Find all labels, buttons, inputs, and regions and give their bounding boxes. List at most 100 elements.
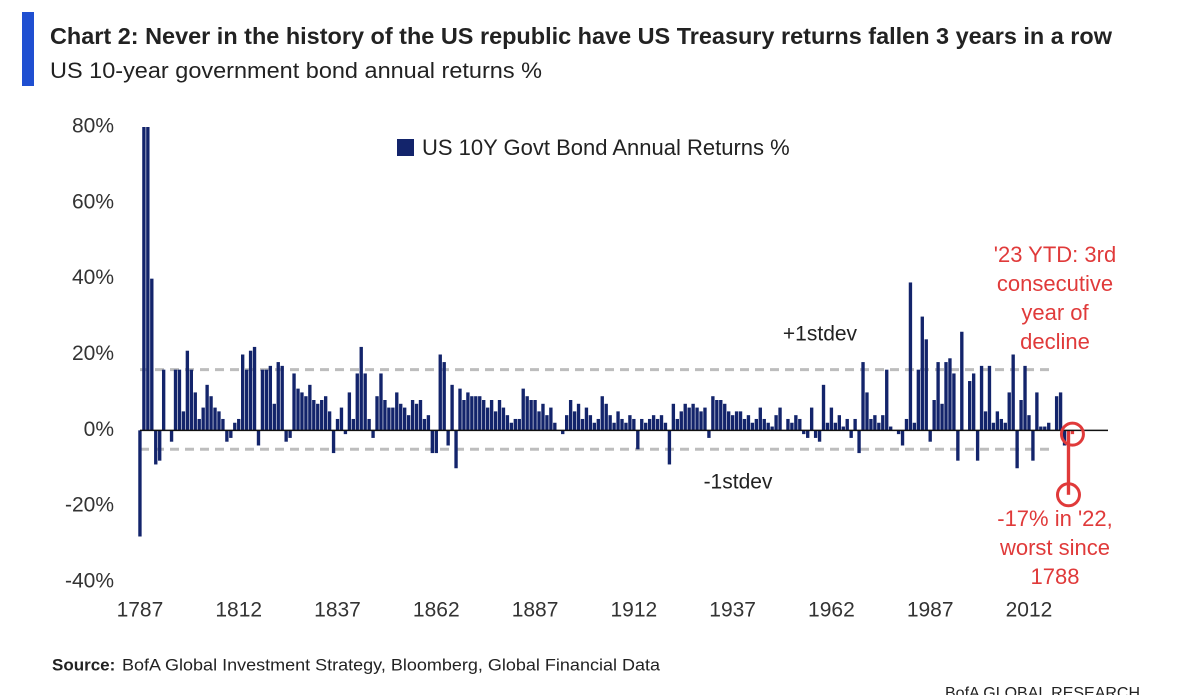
- bar: [616, 411, 620, 431]
- bar: [644, 422, 648, 431]
- bar: [861, 362, 865, 431]
- bar: [979, 365, 984, 431]
- bar: [754, 418, 759, 431]
- annotation-text: year of: [1021, 300, 1089, 325]
- bar: [316, 403, 320, 431]
- bar: [327, 411, 332, 431]
- bar: [189, 369, 193, 431]
- bar: [691, 403, 695, 431]
- bar: [485, 407, 490, 431]
- bar: [474, 396, 478, 431]
- bar: [379, 373, 383, 431]
- bar: [742, 418, 747, 431]
- bar: [817, 430, 822, 442]
- bar: [225, 430, 229, 442]
- bar: [873, 415, 877, 431]
- bar: [173, 369, 178, 431]
- bar: [572, 411, 577, 431]
- bar: [466, 392, 470, 431]
- bar: [241, 354, 245, 431]
- bar: [529, 400, 533, 431]
- bar: [1066, 430, 1071, 495]
- bar: [256, 430, 261, 446]
- bar: [209, 396, 213, 431]
- bar: [960, 331, 964, 431]
- bar: [865, 392, 869, 431]
- bar: [580, 418, 585, 431]
- bar: [553, 422, 557, 431]
- bar: [1011, 354, 1015, 431]
- bar: [268, 365, 273, 431]
- y-tick-label: 40%: [72, 266, 114, 289]
- bar: [185, 350, 190, 431]
- bar: [798, 418, 802, 431]
- bar: [533, 400, 537, 431]
- bar: [1039, 426, 1043, 431]
- bar: [809, 407, 814, 431]
- bar: [217, 411, 221, 431]
- bar: [786, 418, 790, 431]
- bar: [924, 339, 928, 431]
- bar: [450, 384, 454, 431]
- y-tick-label: 20%: [72, 342, 114, 365]
- x-tick-label: 1987: [907, 599, 954, 622]
- bar: [802, 430, 806, 435]
- bar: [912, 422, 917, 431]
- bar: [391, 407, 395, 431]
- bar: [916, 369, 921, 431]
- bar: [671, 403, 676, 431]
- bar: [177, 369, 182, 431]
- bar: [936, 362, 940, 431]
- bar: [956, 430, 960, 461]
- bar: [312, 400, 316, 431]
- bar: [221, 418, 225, 431]
- bar: [940, 403, 944, 431]
- bar: [237, 418, 241, 431]
- bar: [1054, 396, 1059, 431]
- bar: [260, 369, 265, 431]
- bar: [406, 415, 411, 431]
- bar: [900, 430, 905, 446]
- x-tick-label: 1837: [314, 599, 361, 622]
- bar: [280, 365, 284, 431]
- bar: [1035, 392, 1039, 431]
- bar: [272, 403, 276, 431]
- bar: [592, 422, 597, 431]
- bar: [264, 369, 269, 431]
- bar: [410, 400, 415, 431]
- bar: [715, 400, 719, 431]
- bar: [169, 430, 174, 442]
- bar: [418, 400, 423, 431]
- bar: [454, 430, 458, 469]
- bar: [857, 430, 861, 454]
- bar: [1027, 415, 1031, 431]
- bar: [521, 388, 525, 431]
- bar: [612, 422, 616, 431]
- stdev-label: -1stdev: [704, 471, 773, 494]
- bar: [387, 407, 391, 431]
- x-tick-label: 1912: [610, 599, 657, 622]
- bar: [430, 430, 435, 454]
- bar: [517, 418, 521, 431]
- bar: [640, 418, 644, 431]
- annotation-text: decline: [1020, 329, 1090, 354]
- bar: [1023, 365, 1027, 431]
- bar: [723, 403, 727, 431]
- chart-title: Chart 2: Never in the history of the US …: [50, 23, 1112, 49]
- bar: [813, 430, 818, 438]
- annotation-circle: [1055, 482, 1081, 508]
- bar: [158, 430, 162, 461]
- bar: [355, 373, 359, 431]
- bar: [655, 418, 660, 431]
- bar: [367, 418, 371, 431]
- bar: [667, 430, 672, 465]
- bar: [983, 411, 988, 431]
- bar: [952, 373, 956, 431]
- bar: [750, 422, 755, 431]
- bar: [695, 407, 699, 431]
- bar: [908, 282, 913, 431]
- bar: [1047, 422, 1051, 431]
- bar: [284, 430, 288, 442]
- bar: [276, 362, 280, 431]
